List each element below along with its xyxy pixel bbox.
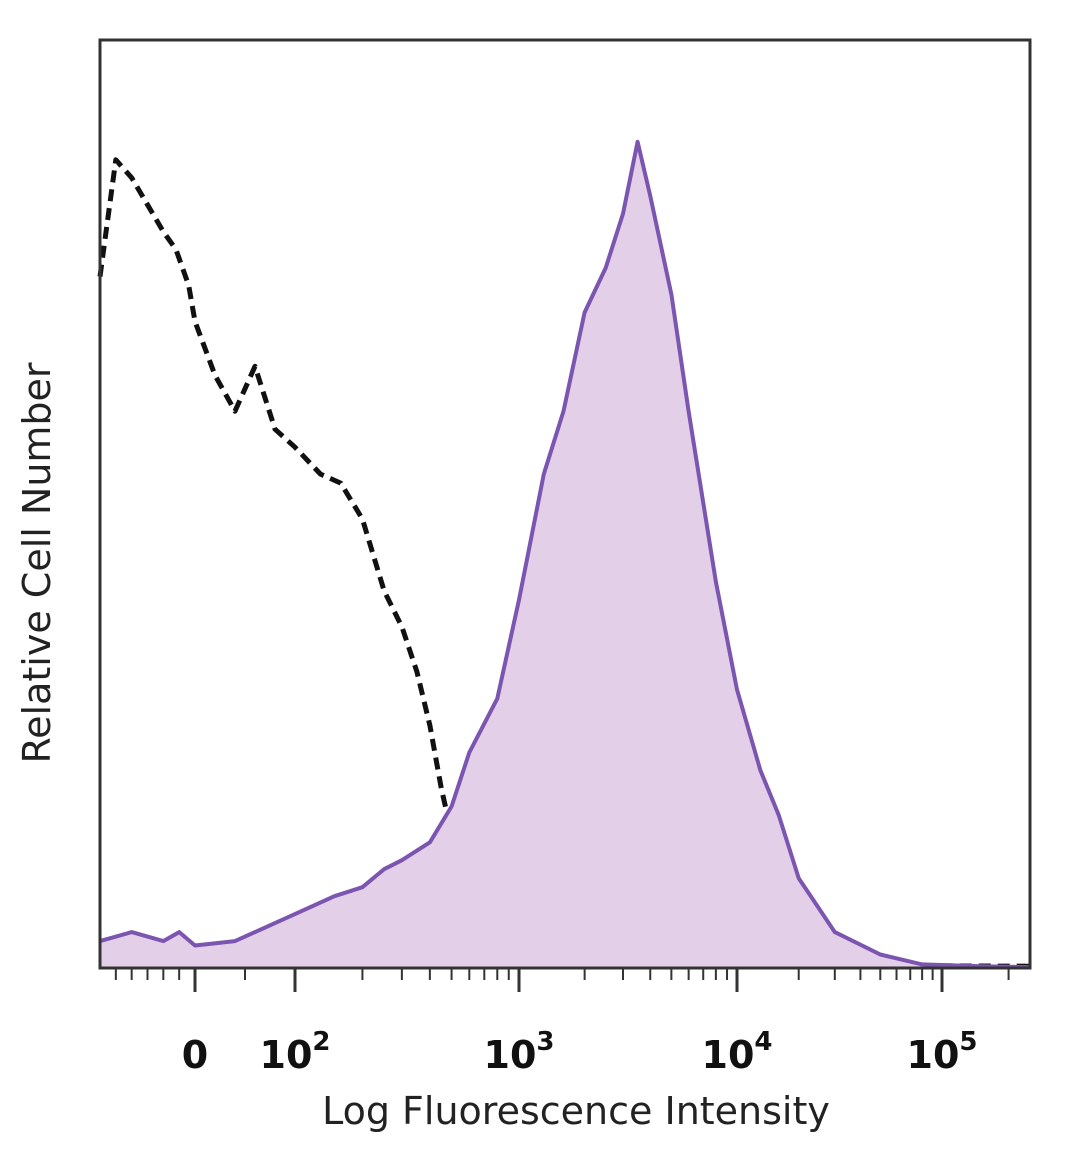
y-axis-label: Relative Cell Number	[15, 362, 59, 763]
plot-area	[97, 139, 1031, 970]
x-tick-label: 0	[182, 1033, 208, 1077]
x-axis-label: Log Fluorescence Intensity	[322, 1089, 830, 1133]
x-axis-ticks: 0 102 103 104 105	[114, 968, 1010, 1077]
x-tick-label: 104	[702, 1027, 773, 1077]
x-tick-label: 105	[907, 1027, 978, 1077]
x-tick-label: 102	[260, 1027, 331, 1077]
series-line-stained	[99, 139, 1031, 970]
series-fill-area	[100, 141, 1030, 969]
x-tick-label: 103	[484, 1027, 555, 1077]
plot-frame	[98, 38, 1032, 970]
